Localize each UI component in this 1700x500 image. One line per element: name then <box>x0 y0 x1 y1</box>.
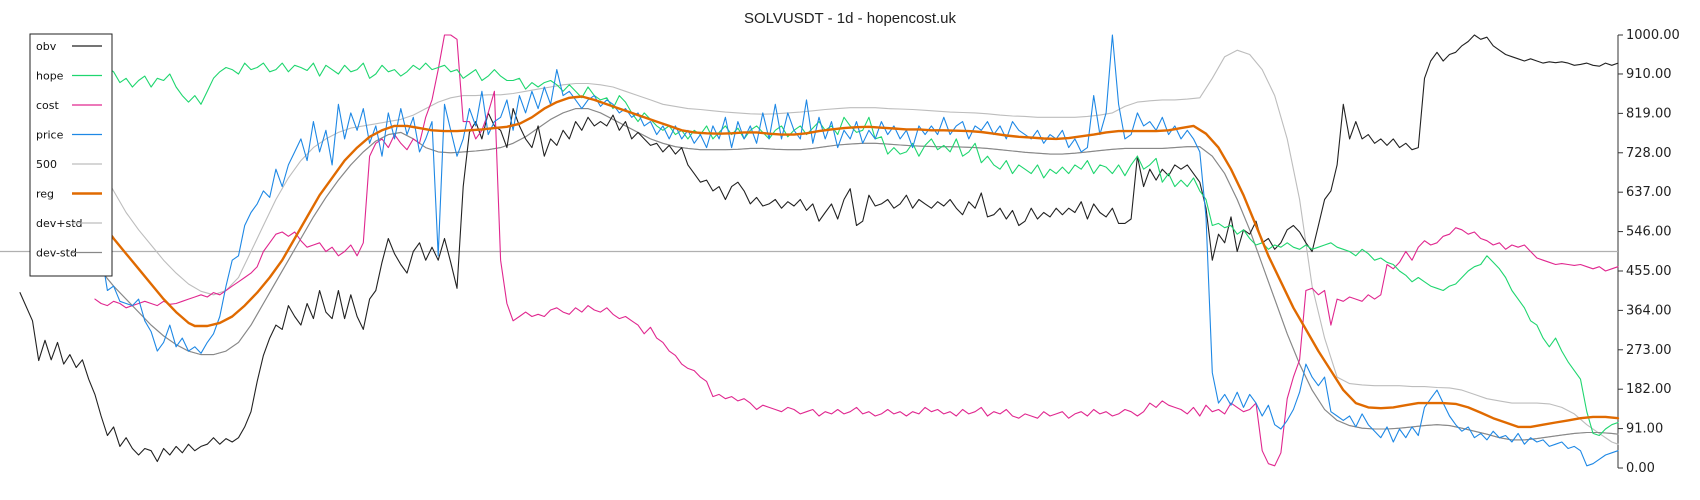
y-tick-label: 819.00 <box>1626 106 1672 121</box>
legend-label-price: price <box>36 129 64 142</box>
legend-label-reg: reg <box>36 188 54 201</box>
legend-label-cost: cost <box>36 99 60 112</box>
y-tick-label: 0.00 <box>1626 461 1655 476</box>
y-tick-label: 91.00 <box>1626 422 1663 437</box>
series-line-dev_plus_std <box>100 108 1619 441</box>
chart-title: SOLVUSDT - 1d - hopencost.uk <box>743 10 957 27</box>
y-tick-label: 273.00 <box>1626 343 1672 358</box>
y-tick-label: 910.00 <box>1626 67 1672 82</box>
y-tick-label: 182.00 <box>1626 382 1672 397</box>
y-tick-label: 455.00 <box>1626 264 1672 279</box>
y-tick-label: 546.00 <box>1626 225 1672 240</box>
y-tick-label: 637.00 <box>1626 185 1672 200</box>
legend-label-obv: obv <box>36 40 57 53</box>
legend-label-500: 500 <box>36 158 57 171</box>
series-line-obv <box>19 34 1619 463</box>
series-line-price <box>100 34 1619 467</box>
legend-label-dev_minus_std: dev-std <box>36 247 77 260</box>
y-tick-label: 728.00 <box>1626 146 1672 161</box>
legend-box <box>29 33 113 277</box>
series-line-hope <box>81 62 1619 437</box>
legend-label-hope: hope <box>36 70 64 83</box>
series-line-500 <box>100 49 1619 445</box>
series-line-cost <box>94 34 1619 467</box>
y-tick-label: 1000.00 <box>1626 28 1680 43</box>
series-line-dev_minus_std <box>100 108 1619 441</box>
series-line-reg <box>99 95 1620 429</box>
legend-label-dev_plus_std: dev+std <box>36 217 83 230</box>
y-tick-label: 364.00 <box>1626 303 1672 318</box>
